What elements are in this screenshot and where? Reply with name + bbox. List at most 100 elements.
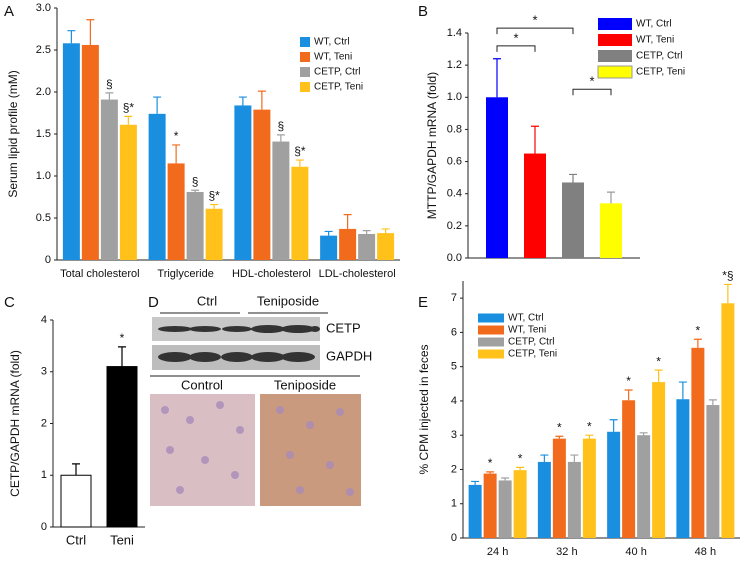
bar: [637, 435, 651, 538]
bracket-label: *: [589, 74, 594, 89]
error-bar: [609, 419, 618, 432]
bracket-label: *: [532, 13, 537, 28]
legend-swatch: [300, 37, 310, 47]
legend-label: CETP, Ctrl: [508, 337, 555, 348]
error-bar: [86, 19, 95, 45]
bar: [483, 473, 497, 538]
error-bar: [708, 399, 717, 406]
legend-swatch: [478, 349, 504, 359]
legend-label: CETP, Ctrl: [636, 51, 683, 62]
bar: [652, 382, 666, 538]
significance-bracket: [496, 45, 536, 52]
panel-letter: D: [148, 294, 159, 311]
error-bar: [569, 173, 577, 183]
y-tick-label: 0.2: [447, 220, 462, 232]
y-tick-label: 0.8: [447, 123, 462, 135]
error-bar: [493, 58, 501, 98]
tissue-label: Teniposide: [274, 377, 336, 392]
error-bar: [105, 92, 114, 100]
y-tick-label: 3: [41, 366, 47, 378]
error-bar: [570, 454, 579, 462]
legend-swatch: [478, 313, 504, 323]
y-tick-label: 1.5: [36, 128, 51, 140]
x-tick-label: 24 h: [487, 546, 508, 558]
error-bar: [67, 30, 76, 44]
y-tick-label: 0.5: [36, 212, 51, 224]
y-axis-label: % CPM injected in feces: [417, 344, 431, 474]
bar: [291, 166, 309, 260]
bar: [622, 400, 636, 538]
bar: [552, 438, 566, 538]
y-tick-label: 2: [451, 463, 457, 475]
y-axis-label: Serum lipid profile (mM): [6, 70, 20, 197]
y-tick-label: 0: [45, 254, 51, 266]
error-bar: [276, 134, 285, 142]
bar: [167, 163, 185, 260]
significance-marker: *: [174, 129, 179, 143]
error-bar: [124, 115, 133, 125]
x-tick-label: LDL-cholesterol: [319, 268, 396, 280]
significance-marker: *§: [722, 269, 733, 283]
bar: [562, 182, 584, 258]
significance-bracket: [572, 88, 612, 96]
error-bar: [624, 389, 633, 401]
y-tick-label: 0: [41, 521, 47, 533]
significance-marker: *: [656, 354, 661, 368]
error-bar: [238, 96, 247, 106]
error-bar: [172, 144, 181, 164]
bar: [524, 153, 546, 258]
y-tick-label: 5: [451, 361, 457, 373]
legend-swatch: [478, 337, 504, 347]
legend-swatch: [478, 325, 504, 335]
bar: [721, 303, 735, 538]
error-bar: [516, 466, 525, 471]
bar: [498, 480, 512, 538]
error-bar: [678, 381, 687, 400]
error-bar: [693, 338, 702, 348]
legend-label: CETP, Teni: [314, 82, 363, 93]
y-axis-label: MTTP/GAPDH mRNA (fold): [425, 72, 439, 219]
legend-label: CETP, Teni: [636, 67, 685, 78]
bar: [253, 109, 271, 260]
y-tick-label: 2.5: [36, 44, 51, 56]
bar: [468, 484, 482, 538]
significance-marker: *: [587, 419, 592, 433]
significance-marker: §: [106, 77, 113, 91]
blot-group-label: Ctrl: [197, 293, 217, 308]
bar: [272, 141, 290, 260]
legend-swatch: [598, 18, 632, 30]
tissue-nuclei: [161, 401, 354, 496]
x-tick-label: Total cholesterol: [60, 268, 140, 280]
x-tick-label: Triglyceride: [157, 268, 213, 280]
bar: [205, 208, 223, 260]
panel-letter: C: [4, 294, 15, 311]
significance-marker: §*: [208, 189, 220, 203]
bar: [377, 233, 395, 260]
significance-marker: §*: [294, 144, 306, 158]
error-bar: [585, 434, 594, 439]
legend-label: WT, Ctrl: [314, 37, 350, 48]
y-tick-label: 0.0: [447, 252, 462, 264]
legend-swatch: [598, 50, 632, 62]
panel-letter: E: [418, 294, 428, 311]
legend-label: CETP, Ctrl: [314, 67, 361, 78]
significance-marker: *: [626, 374, 631, 388]
x-tick-label: 32 h: [556, 546, 577, 558]
y-tick-label: 0: [451, 532, 457, 544]
legend-swatch: [300, 52, 310, 62]
legend-swatch: [300, 67, 310, 77]
significance-marker: *: [488, 456, 493, 470]
blot-bands: [158, 325, 320, 362]
blot-row-label: GAPDH: [326, 348, 372, 363]
bar: [582, 438, 596, 538]
legend-swatch: [597, 65, 633, 79]
error-bar: [471, 480, 480, 485]
error-bar: [486, 471, 495, 474]
tissue-label: Control: [181, 377, 223, 392]
bracket-label: *: [513, 30, 518, 45]
panel-letter: B: [418, 3, 428, 20]
legend-label: CETP, Teni: [508, 349, 557, 360]
bar: [691, 347, 705, 538]
bar: [676, 399, 690, 538]
